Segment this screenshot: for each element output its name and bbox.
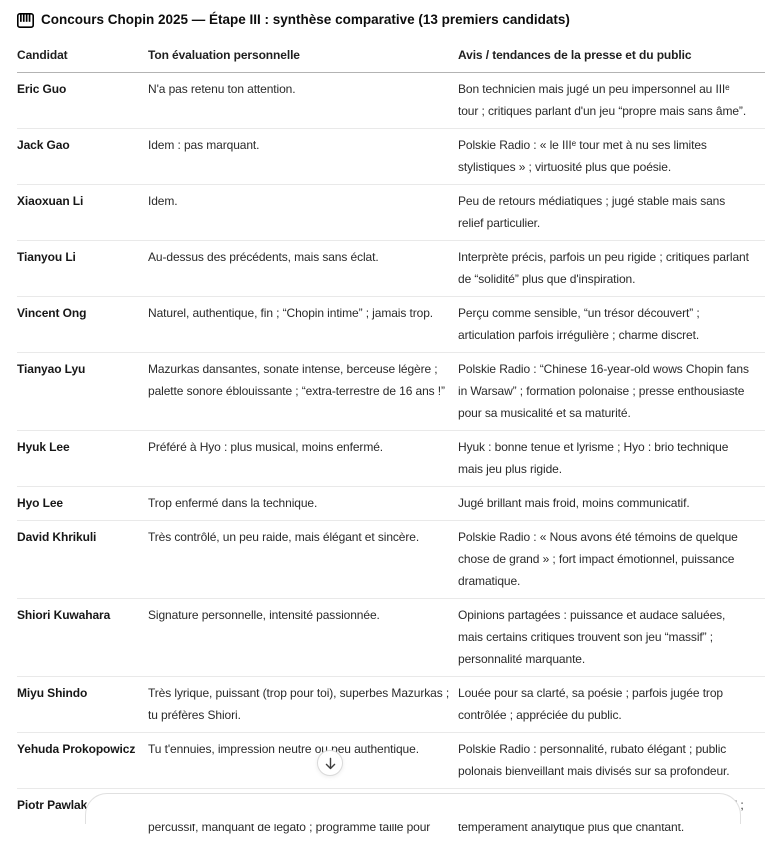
candidate-name: Miyu Shindo <box>17 677 148 733</box>
table-row: Shiori Kuwahara Signature personnelle, i… <box>17 599 765 677</box>
table-body: Eric Guo N'a pas retenu ton attention. B… <box>17 73 765 844</box>
candidate-name: Tianyao Lyu <box>17 353 148 431</box>
press-opinion: Opinions partagées : puissance et audace… <box>458 599 765 677</box>
table-header: Candidat Ton évaluation personnelle Avis… <box>17 40 765 73</box>
personal-evaluation: Très contrôlé, un peu raide, mais élégan… <box>148 521 458 599</box>
candidate-name: Vincent Ong <box>17 297 148 353</box>
personal-evaluation: Au-dessus des précédents, mais sans écla… <box>148 241 458 297</box>
personal-evaluation: Mazurkas dansantes, sonate intense, berc… <box>148 353 458 431</box>
press-opinion: Hyuk : bonne tenue et lyrisme ; Hyo : br… <box>458 431 765 487</box>
page-title: Concours Chopin 2025 — Étape III : synth… <box>17 10 765 30</box>
table-row: Tianyou Li Au-dessus des précédents, mai… <box>17 241 765 297</box>
composer-input[interactable] <box>85 793 741 824</box>
candidate-name: Hyo Lee <box>17 487 148 521</box>
table-row: Miyu Shindo Très lyrique, puissant (trop… <box>17 677 765 733</box>
candidate-name: Jack Gao <box>17 129 148 185</box>
personal-evaluation: Trop enfermé dans la technique. <box>148 487 458 521</box>
personal-evaluation: Préféré à Hyo : plus musical, moins enfe… <box>148 431 458 487</box>
arrow-down-icon <box>324 757 337 770</box>
piano-icon <box>17 13 34 28</box>
press-opinion: Jugé brillant mais froid, moins communic… <box>458 487 765 521</box>
table-header-row: Candidat Ton évaluation personnelle Avis… <box>17 40 765 73</box>
press-opinion: Bon technicien mais jugé un peu imperson… <box>458 73 765 129</box>
table-row: Vincent Ong Naturel, authentique, fin ; … <box>17 297 765 353</box>
press-opinion: Peu de retours médiatiques ; jugé stable… <box>458 185 765 241</box>
candidate-name: Hyuk Lee <box>17 431 148 487</box>
press-opinion: Polskie Radio : « le IIIᵉ tour met à nu … <box>458 129 765 185</box>
candidate-name: Shiori Kuwahara <box>17 599 148 677</box>
press-opinion: Louée pour sa clarté, sa poésie ; parfoi… <box>458 677 765 733</box>
page-title-text: Concours Chopin 2025 — Étape III : synth… <box>41 10 570 30</box>
comparison-table: Candidat Ton évaluation personnelle Avis… <box>17 40 765 844</box>
candidate-name: Xiaoxuan Li <box>17 185 148 241</box>
table-row: Hyuk Lee Préféré à Hyo : plus musical, m… <box>17 431 765 487</box>
column-header-evaluation: Ton évaluation personnelle <box>148 40 458 73</box>
column-header-candidat: Candidat <box>17 40 148 73</box>
table-row: Jack Gao Idem : pas marquant. Polskie Ra… <box>17 129 765 185</box>
press-opinion: Interprète précis, parfois un peu rigide… <box>458 241 765 297</box>
table-row: Eric Guo N'a pas retenu ton attention. B… <box>17 73 765 129</box>
candidate-name: David Khrikuli <box>17 521 148 599</box>
press-opinion: Polskie Radio : personnalité, rubato élé… <box>458 733 765 789</box>
press-opinion: Perçu comme sensible, “un trésor découve… <box>458 297 765 353</box>
scroll-to-bottom-button[interactable] <box>317 750 343 776</box>
personal-evaluation: Idem. <box>148 185 458 241</box>
personal-evaluation: Idem : pas marquant. <box>148 129 458 185</box>
candidate-name: Tianyou Li <box>17 241 148 297</box>
column-header-presse: Avis / tendances de la presse et du publ… <box>458 40 765 73</box>
table-row: Yehuda Prokopowicz Tu t'ennuies, impress… <box>17 733 765 789</box>
press-opinion: Polskie Radio : « Nous avons été témoins… <box>458 521 765 599</box>
table-row: Xiaoxuan Li Idem. Peu de retours médiati… <box>17 185 765 241</box>
personal-evaluation: Naturel, authentique, fin ; “Chopin inti… <box>148 297 458 353</box>
table-row: Hyo Lee Trop enfermé dans la technique. … <box>17 487 765 521</box>
personal-evaluation: Très lyrique, puissant (trop pour toi), … <box>148 677 458 733</box>
personal-evaluation: Signature personnelle, intensité passion… <box>148 599 458 677</box>
table-row: David Khrikuli Très contrôlé, un peu rai… <box>17 521 765 599</box>
personal-evaluation: N'a pas retenu ton attention. <box>148 73 458 129</box>
press-opinion: Polskie Radio : “Chinese 16-year-old wow… <box>458 353 765 431</box>
personal-evaluation: Tu t'ennuies, impression neutre ou peu a… <box>148 733 458 789</box>
candidate-name: Eric Guo <box>17 73 148 129</box>
table-row: Tianyao Lyu Mazurkas dansantes, sonate i… <box>17 353 765 431</box>
candidate-name: Yehuda Prokopowicz <box>17 733 148 789</box>
